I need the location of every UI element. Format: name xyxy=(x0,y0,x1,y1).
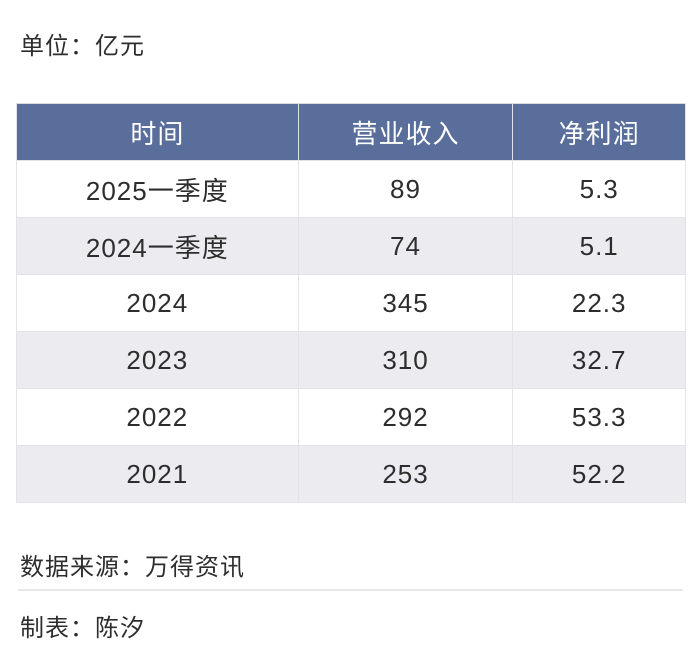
table-row: 2024一季度 74 5.1 xyxy=(16,217,686,275)
author-label: 制表：陈汐 xyxy=(20,615,145,642)
row-value-cell: 310 xyxy=(297,331,514,389)
row-time-cell: 2022 xyxy=(16,388,299,446)
row-time-cell: 2021 xyxy=(16,445,299,503)
table-header-row: 时间 营业收入 净利润 xyxy=(16,103,686,161)
financial-table: 时间 营业收入 净利润 2025一季度 89 5.3 2024一季度 74 5.1 2024 34… xyxy=(16,103,686,503)
table-row: 2025一季度 89 5.3 xyxy=(16,160,686,218)
table-header: 时间 营业收入 净利润 xyxy=(16,103,686,161)
row-value-cell: 53.3 xyxy=(512,388,686,446)
row-value-cell: 89 xyxy=(297,160,514,218)
data-source-label: 数据来源：万得资讯 xyxy=(20,554,245,581)
row-value-cell: 5.1 xyxy=(512,217,686,275)
row-time-cell: 2024 xyxy=(16,274,299,332)
column-header-3: 净利润 xyxy=(512,103,686,161)
row-value-cell: 292 xyxy=(297,388,514,446)
row-value-cell: 5.3 xyxy=(512,160,686,218)
table-row: 2024 345 22.3 xyxy=(16,274,686,332)
row-time-cell: 2025一季度 xyxy=(16,160,299,218)
row-value-cell: 345 xyxy=(297,274,514,332)
table-row: 2023 310 32.7 xyxy=(16,331,686,389)
row-value-cell: 22.3 xyxy=(512,274,686,332)
row-value-cell: 32.7 xyxy=(512,331,686,389)
row-time-cell: 2023 xyxy=(16,331,299,389)
row-value-cell: 74 xyxy=(297,217,514,275)
table-row: 2022 292 53.3 xyxy=(16,388,686,446)
column-header-2: 营业收入 xyxy=(297,103,514,161)
row-time-cell: 2024一季度 xyxy=(16,217,299,275)
table-row: 2021 253 52.2 xyxy=(16,445,686,503)
column-header-1: 时间 xyxy=(16,103,299,161)
divider-line xyxy=(18,589,683,591)
table-body: 2025一季度 89 5.3 2024一季度 74 5.1 2024 345 22.3 2023 3… xyxy=(16,160,686,503)
row-value-cell: 52.2 xyxy=(512,445,686,503)
unit-label: 单位：亿元 xyxy=(20,33,145,60)
row-value-cell: 253 xyxy=(297,445,514,503)
